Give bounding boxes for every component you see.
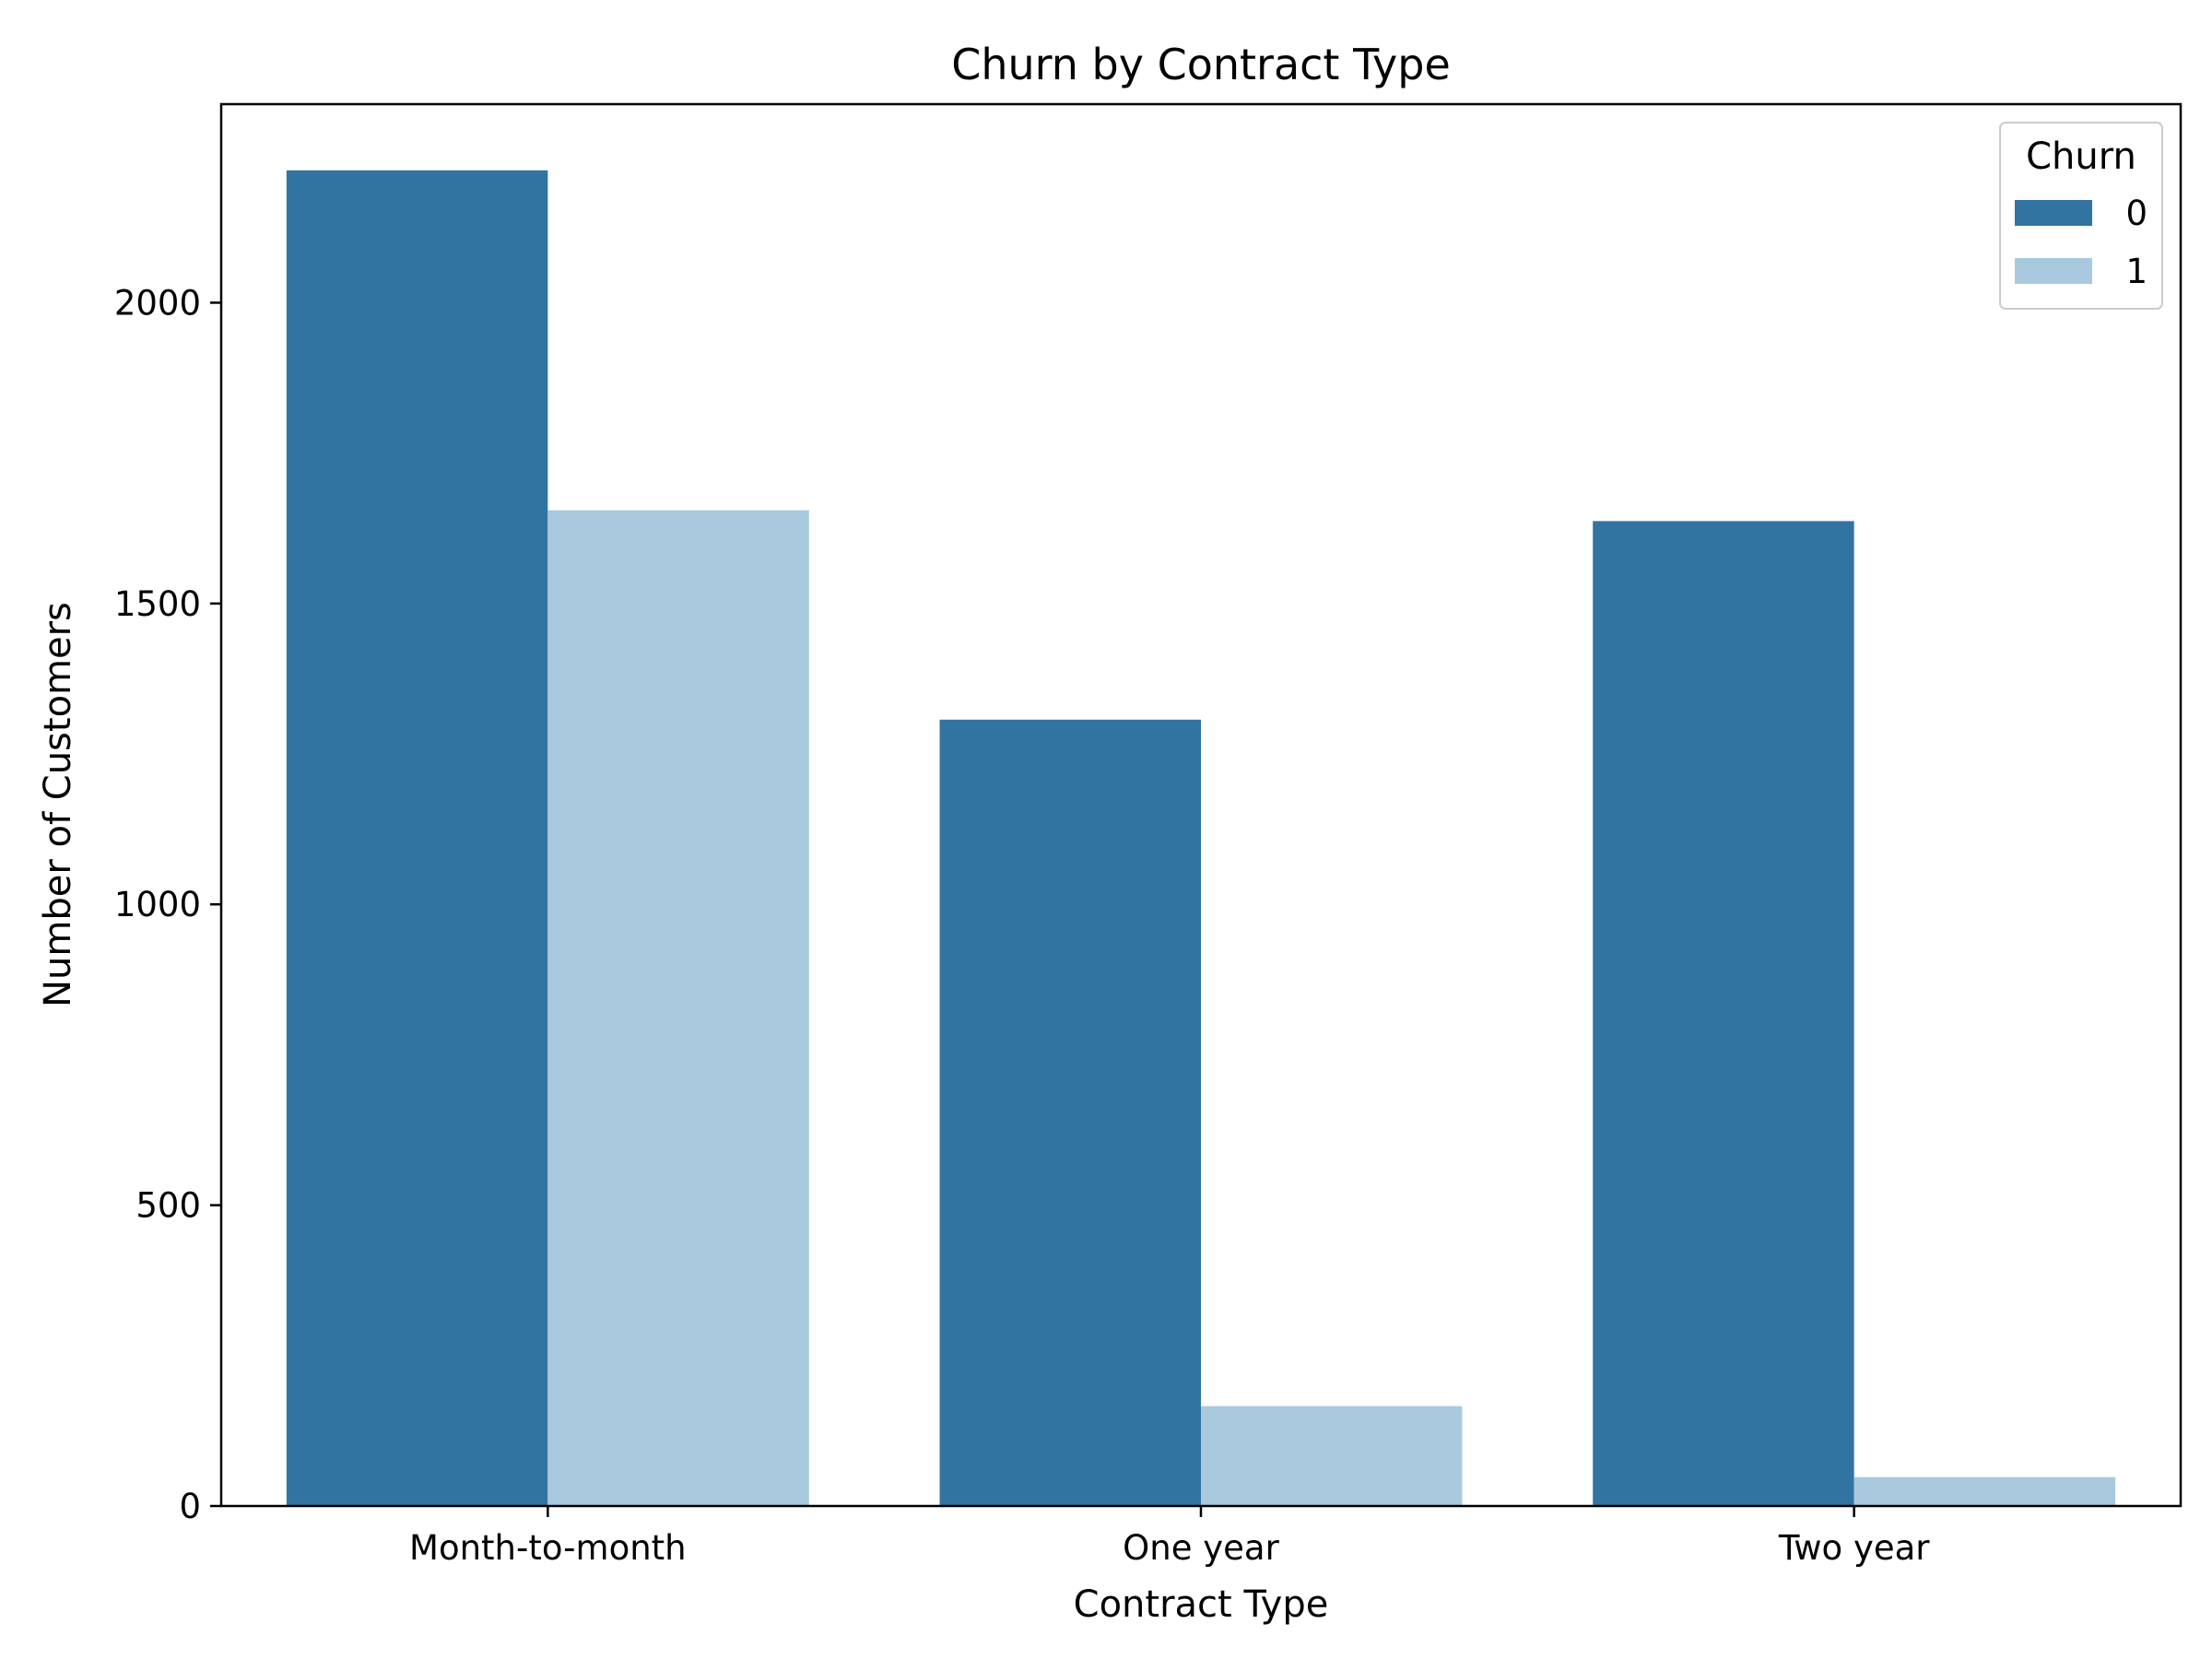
x-tick-label: One year xyxy=(1123,1528,1279,1568)
legend: Churn 0 1 xyxy=(1999,122,2163,310)
bars-group xyxy=(286,170,2116,1506)
bar-two-year-churn-1 xyxy=(1853,1477,2116,1506)
x-tick-label: Month-to-month xyxy=(409,1528,687,1568)
x-axis-title: Contract Type xyxy=(1074,1583,1329,1626)
y-tick-label: 1500 xyxy=(114,584,201,624)
bar-one-year-churn-1 xyxy=(1201,1406,1463,1506)
bar-one-year-churn-0 xyxy=(939,719,1201,1506)
y-tick-label: 500 xyxy=(135,1186,201,1226)
chart-title: Churn by Contract Type xyxy=(951,40,1451,89)
y-tick-label: 1000 xyxy=(114,885,201,924)
y-axis-title: Number of Customers xyxy=(37,602,79,1007)
x-tick-label: Two year xyxy=(1778,1528,1930,1568)
y-tick-label: 0 xyxy=(179,1487,201,1526)
legend-label-churn-0: 0 xyxy=(2125,194,2147,233)
x-axis: Month-to-month One year Two year xyxy=(409,1506,1930,1568)
bar-month-to-month-churn-0 xyxy=(286,170,548,1506)
legend-swatch-churn-1 xyxy=(2015,258,2092,284)
legend-swatch-churn-0 xyxy=(2015,200,2092,226)
legend-label-churn-1: 1 xyxy=(2125,252,2147,291)
bar-two-year-churn-0 xyxy=(1593,521,1854,1506)
legend-title: Churn xyxy=(2026,135,2136,178)
y-tick-label: 2000 xyxy=(114,283,201,323)
y-axis: 0 500 1000 1500 2000 xyxy=(114,283,221,1526)
bar-month-to-month-churn-1 xyxy=(547,510,809,1506)
